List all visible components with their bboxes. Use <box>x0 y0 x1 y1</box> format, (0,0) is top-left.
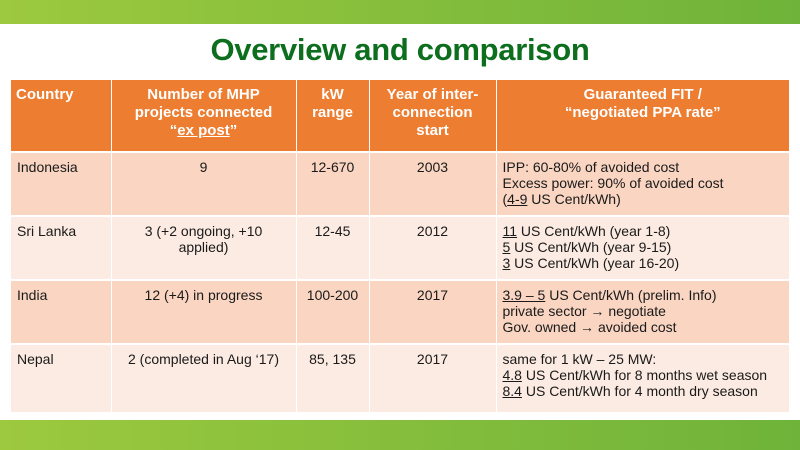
cell-mhp: 12 (+4) in progress <box>111 279 297 344</box>
cell-year: 2017 <box>369 279 497 344</box>
cell-fit: IPP: 60-80% of avoided cost Excess power… <box>496 151 789 216</box>
cell-fit: 3.9 – 5 US Cent/kWh (prelim. Info) priva… <box>496 279 789 344</box>
table-row-india: India 12 (+4) in progress 100-200 2017 3… <box>11 279 789 344</box>
cell-mhp: 2 (completed in Aug ‘17) <box>111 343 297 412</box>
header-country: Country <box>11 80 112 152</box>
cell-kw: 12-670 <box>296 151 370 216</box>
header-kw-range: kW range <box>296 80 370 152</box>
table-row-nepal: Nepal 2 (completed in Aug ‘17) 85, 135 2… <box>11 343 789 412</box>
top-accent-bar <box>0 0 800 24</box>
cell-kw: 12-45 <box>296 215 370 280</box>
header-row: Country Number of MHP projects connected… <box>11 80 789 152</box>
cell-year: 2012 <box>369 215 497 280</box>
cell-mhp: 3 (+2 ongoing, +10 applied) <box>111 215 297 280</box>
table-row-indonesia: Indonesia 9 12-670 2003 IPP: 60-80% of a… <box>11 151 789 216</box>
cell-fit: same for 1 kW – 25 MW: 4.8 US Cent/kWh f… <box>496 343 789 412</box>
cell-kw: 85, 135 <box>296 343 370 412</box>
comparison-table: Country Number of MHP projects connected… <box>11 80 789 412</box>
cell-kw: 100-200 <box>296 279 370 344</box>
header-mhp-projects: Number of MHP projects connected “ex pos… <box>111 80 297 152</box>
cell-country: India <box>11 279 112 344</box>
table-row-sri-lanka: Sri Lanka 3 (+2 ongoing, +10 applied) 12… <box>11 215 789 280</box>
cell-country: Sri Lanka <box>11 215 112 280</box>
bottom-accent-bar <box>0 420 800 450</box>
cell-fit: 11 US Cent/kWh (year 1-8) 5 US Cent/kWh … <box>496 215 789 280</box>
cell-year: 2003 <box>369 151 497 216</box>
header-fit-rate: Guaranteed FIT / “negotiated PPA rate” <box>496 80 789 152</box>
cell-country: Nepal <box>11 343 112 412</box>
cell-year: 2017 <box>369 343 497 412</box>
cell-country: Indonesia <box>11 151 112 216</box>
header-interconnection-year: Year of inter- connection start <box>369 80 497 152</box>
slide-title: Overview and comparison <box>210 32 590 67</box>
cell-mhp: 9 <box>111 151 297 216</box>
header-mhp-expost: “ex post” <box>169 122 238 139</box>
